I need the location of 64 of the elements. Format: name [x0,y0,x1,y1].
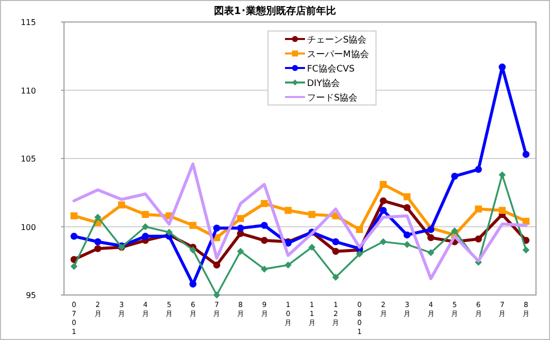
point [70,262,78,270]
point [522,150,530,158]
chart-title: 図表1･業態別既存店前年比 [214,5,336,17]
point [237,224,244,232]
point [213,261,220,268]
point [332,274,340,281]
point [498,171,506,178]
point [498,206,506,214]
y-tick-label: 105 [20,154,36,164]
point [260,200,268,208]
point [451,227,458,234]
point [118,201,126,208]
point [474,206,482,213]
point [356,226,363,233]
point [451,172,458,180]
point [427,249,434,256]
point [94,238,102,246]
point [213,224,220,232]
point [404,204,411,212]
point [380,180,387,188]
point [522,246,530,254]
point [284,206,292,214]
point [332,248,340,255]
legend-label: フードS協会 [307,92,358,104]
point [142,210,149,218]
point [142,232,149,240]
point [498,64,506,71]
point [404,240,411,248]
point [260,222,268,229]
point [356,250,363,258]
point [380,238,387,246]
y-tick-label: 115 [20,18,36,27]
point [94,214,102,221]
point [284,261,292,268]
point [474,236,482,243]
point [94,245,102,252]
point [189,222,196,229]
legend-label: スーパーM協会 [307,49,369,60]
legend-label: チェーンS協会 [307,34,367,46]
point [308,244,316,251]
point [404,231,411,238]
point [70,212,78,220]
point [260,236,268,244]
point [70,232,78,240]
point [166,228,173,236]
point [189,280,196,288]
point [332,238,340,246]
legend-label: DIY協会 [307,78,340,89]
point [189,246,196,254]
point [380,197,387,204]
point [213,292,220,298]
point [404,193,411,200]
point [237,215,244,222]
y-tick-label: 110 [20,86,36,96]
point [474,166,482,173]
point [308,210,316,218]
point [380,206,387,214]
y-tick-label: 100 [20,222,36,232]
legend-label: FC協会CVS [307,64,355,74]
point [260,266,268,273]
y-tick-label: 95 [26,291,36,300]
point [237,248,244,255]
point [427,234,434,242]
point [142,223,149,230]
